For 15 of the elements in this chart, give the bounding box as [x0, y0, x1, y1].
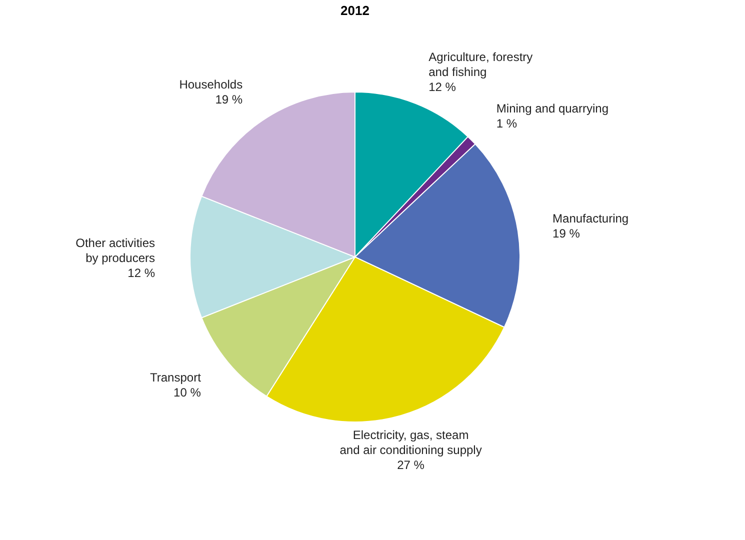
slice-label: Households — [179, 78, 243, 92]
slice-label: Electricity, gas, steam and air conditioning supply — [340, 428, 482, 458]
data-label: 10 % — [174, 385, 202, 400]
data-label: 1 % — [496, 116, 518, 131]
slice-label: Other activities by producers — [76, 236, 155, 265]
data-label: 27 % — [397, 458, 425, 472]
slice-label: Manufacturing — [552, 212, 629, 226]
slice-label: Transport — [150, 370, 202, 384]
data-label: 19 % — [552, 226, 580, 241]
data-label: 12 % — [128, 266, 156, 280]
data-label: 19 % — [215, 92, 243, 107]
chart-title: 2012 — [340, 3, 370, 18]
slice-label: Mining and quarrying — [496, 102, 608, 116]
slice-label: Agriculture, forestry and fishing — [428, 50, 533, 80]
data-label: 12 % — [428, 80, 456, 94]
